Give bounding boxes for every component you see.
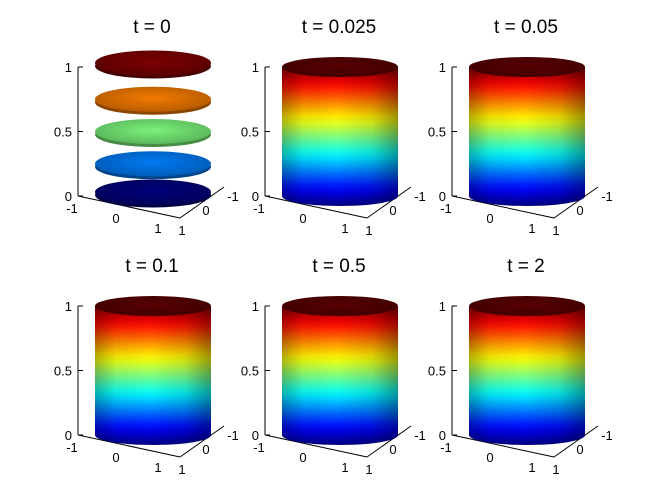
x-axis-line xyxy=(77,195,181,219)
cylinder-top-shading xyxy=(469,57,585,77)
z-tick-label: 0 xyxy=(439,189,446,204)
cylinder-top-shading xyxy=(469,296,585,316)
x-tick-label: 0 xyxy=(299,211,306,226)
band-disk-shading xyxy=(95,86,211,112)
cylinder-top-shading xyxy=(95,296,211,316)
subplot-6: t = 200.51-101 10-1 xyxy=(428,256,613,477)
y-tick-label: -1 xyxy=(601,189,613,204)
z-tick-label: 1 xyxy=(65,60,72,75)
y-tick-label: 0 xyxy=(202,203,209,218)
x-tick-label: 0 xyxy=(486,211,493,226)
z-tick-label: 0.5 xyxy=(241,125,259,140)
cylinder-shading xyxy=(282,306,398,445)
band-disk-shading xyxy=(95,119,211,144)
subplot-title: t = 0 xyxy=(133,17,171,38)
y-tick-label: -1 xyxy=(414,189,426,204)
y-tick-label: 0 xyxy=(576,442,583,457)
z-tick-label: 0.5 xyxy=(241,364,259,379)
y-tick-label: 1 xyxy=(365,223,372,238)
x-axis-line xyxy=(264,434,368,458)
y-tick-label: -1 xyxy=(414,428,426,443)
z-tick-label: 0.5 xyxy=(54,125,72,140)
x-tick-label: -1 xyxy=(66,201,78,216)
y-axis-line xyxy=(553,425,599,458)
z-tick-label: 1 xyxy=(252,299,259,314)
y-tick-label: 0 xyxy=(389,203,396,218)
subplot-5: t = 0.500.51-101 10-1 xyxy=(241,256,426,477)
x-tick-label: 1 xyxy=(341,221,348,236)
x-tick-label: -1 xyxy=(440,440,452,455)
z-tick-label: 0.5 xyxy=(428,364,446,379)
y-tick-label: 1 xyxy=(178,223,185,238)
y-tick-label: -1 xyxy=(601,428,613,443)
x-tick-label: -1 xyxy=(253,201,265,216)
subplot-1: t = 000.51-101 10-1 xyxy=(54,17,239,238)
y-tick-label: -1 xyxy=(227,428,239,443)
subplot-title: t = 0.05 xyxy=(494,17,558,38)
cylinder-shading xyxy=(469,306,585,445)
cylinder-shading xyxy=(469,67,585,206)
subplot-title: t = 0.1 xyxy=(125,256,178,277)
cylinder-shading xyxy=(95,306,211,445)
x-tick-label: 0 xyxy=(486,450,493,465)
y-tick-label: -1 xyxy=(227,189,239,204)
y-tick-label: 0 xyxy=(576,203,583,218)
x-tick-label: 1 xyxy=(154,460,161,475)
x-tick-label: -1 xyxy=(440,201,452,216)
x-axis-line xyxy=(77,434,181,458)
subplot-title: t = 0.025 xyxy=(302,17,376,38)
x-tick-label: 0 xyxy=(112,450,119,465)
y-tick-label: 0 xyxy=(202,442,209,457)
x-axis-line xyxy=(451,434,555,458)
cylinder-top-shading xyxy=(282,57,398,77)
z-tick-label: 1 xyxy=(439,60,446,75)
subplot-title: t = 0.5 xyxy=(312,256,365,277)
y-axis-line xyxy=(179,425,225,458)
x-axis-line xyxy=(264,195,368,219)
cylinder-shading xyxy=(282,67,398,206)
x-tick-label: 1 xyxy=(528,460,535,475)
x-tick-label: 1 xyxy=(528,221,535,236)
x-tick-label: 0 xyxy=(112,211,119,226)
subplot-4: t = 0.100.51-101 10-1 xyxy=(54,256,239,477)
y-axis-line xyxy=(366,186,412,219)
z-tick-label: 0 xyxy=(439,428,446,443)
z-tick-label: 0 xyxy=(65,428,72,443)
z-tick-label: 0 xyxy=(252,428,259,443)
y-tick-label: 1 xyxy=(552,462,559,477)
y-tick-label: 0 xyxy=(389,442,396,457)
z-tick-label: 0.5 xyxy=(54,364,72,379)
band-disk-shading xyxy=(95,151,211,177)
x-tick-label: 1 xyxy=(154,221,161,236)
z-tick-label: 0.5 xyxy=(428,125,446,140)
subplot-title: t = 2 xyxy=(507,256,545,277)
z-tick-label: 0 xyxy=(252,189,259,204)
band-disk-shading xyxy=(95,50,211,76)
y-tick-label: 1 xyxy=(365,462,372,477)
y-axis-line xyxy=(553,186,599,219)
band-disk-shading xyxy=(95,179,211,205)
x-tick-label: 1 xyxy=(341,460,348,475)
z-tick-label: 1 xyxy=(252,60,259,75)
y-axis-line xyxy=(179,186,225,219)
x-tick-label: 0 xyxy=(299,450,306,465)
z-tick-label: 0 xyxy=(65,189,72,204)
z-tick-label: 1 xyxy=(439,299,446,314)
y-axis-line xyxy=(366,425,412,458)
z-tick-label: 1 xyxy=(65,299,72,314)
y-tick-label: 1 xyxy=(178,462,185,477)
x-tick-label: -1 xyxy=(253,440,265,455)
x-axis-line xyxy=(451,195,555,219)
cylinder-top-shading xyxy=(282,296,398,316)
x-tick-label: -1 xyxy=(66,440,78,455)
y-tick-label: 1 xyxy=(552,223,559,238)
